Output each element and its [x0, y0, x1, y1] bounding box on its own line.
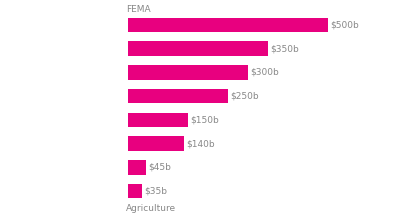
Bar	[128, 113, 188, 127]
Bar	[128, 136, 184, 151]
Text: $300b: $300b	[250, 68, 279, 77]
Text: $150b: $150b	[190, 115, 219, 124]
Text: $350b: $350b	[270, 44, 299, 53]
Text: $140b: $140b	[186, 139, 215, 148]
Bar	[128, 89, 228, 103]
Text: $500b: $500b	[330, 21, 359, 30]
Bar	[128, 41, 268, 56]
Text: $250b: $250b	[230, 92, 259, 101]
Bar	[128, 160, 146, 175]
Text: $35b: $35b	[144, 186, 168, 195]
Text: $45b: $45b	[148, 163, 171, 172]
Bar	[128, 18, 328, 32]
Bar	[128, 65, 248, 80]
Bar	[128, 184, 142, 198]
